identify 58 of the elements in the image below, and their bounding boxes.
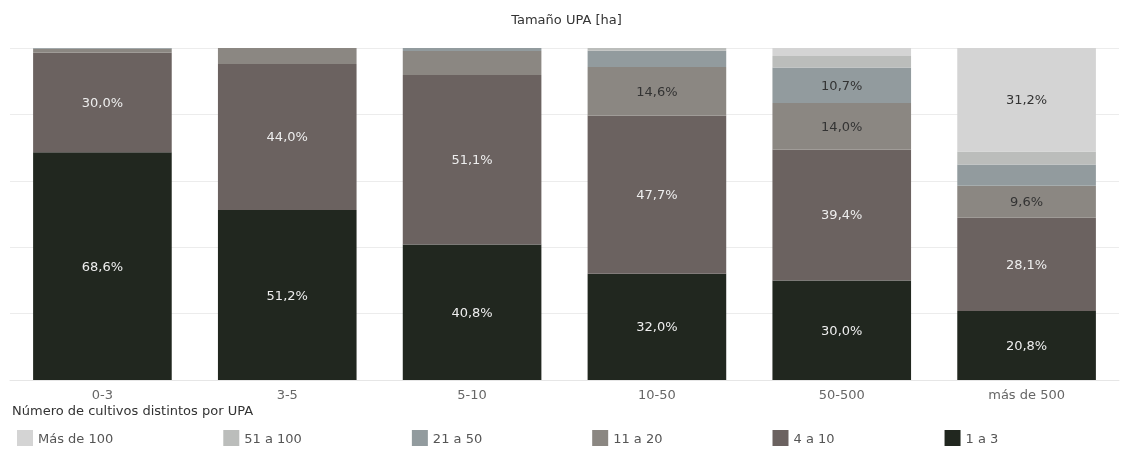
bar — [772, 280, 912, 380]
bar — [957, 151, 1096, 165]
bar — [957, 217, 1096, 311]
x-tick-label: más de 500 — [988, 387, 1065, 402]
legend-label: 4 a 10 — [793, 430, 835, 446]
data-label: 40,8% — [451, 304, 493, 320]
data-label: 14,6% — [636, 83, 678, 99]
data-label: 51,1% — [451, 152, 493, 168]
data-label: 51,2% — [266, 287, 308, 303]
data-label: 68,6% — [81, 258, 124, 274]
bar — [957, 48, 1096, 152]
bar — [772, 149, 912, 281]
chart-title: Tamaño UPA [ha] — [510, 12, 622, 27]
data-label: 30,0% — [821, 322, 863, 338]
bar — [587, 48, 727, 51]
bar — [587, 66, 727, 116]
legend-label: 21 a 50 — [432, 430, 483, 446]
bar — [957, 185, 1096, 218]
bar — [957, 310, 1096, 380]
data-label: 20,8% — [1005, 337, 1048, 353]
legend-title: Número de cultivos distintos por UPA — [12, 403, 254, 418]
legend-label: 51 a 100 — [244, 430, 302, 446]
data-label: 44,0% — [266, 129, 308, 145]
bar — [587, 50, 727, 67]
x-tick-label: 50-500 — [818, 387, 865, 402]
legend-label: Más de 100 — [38, 430, 114, 446]
bar — [402, 48, 542, 51]
bar — [33, 52, 172, 153]
bar — [772, 55, 912, 68]
legend-label: 1 a 3 — [965, 430, 999, 446]
bar — [772, 103, 912, 150]
bar — [217, 48, 357, 64]
bar — [33, 48, 172, 53]
bar — [33, 152, 172, 380]
x-tick-label: 3-5 — [276, 387, 298, 402]
data-label: 39,4% — [821, 207, 863, 223]
data-label: 28,1% — [1005, 256, 1048, 272]
legend-label: 11 a 20 — [613, 430, 663, 446]
bar — [402, 244, 542, 380]
bar — [587, 273, 727, 380]
data-label: 32,0% — [636, 319, 678, 335]
data-label: 10,7% — [821, 77, 863, 93]
bar — [957, 164, 1096, 186]
data-label: 31,2% — [1005, 92, 1048, 108]
x-tick-label: 10-50 — [638, 387, 676, 402]
x-tick-label: 5-10 — [457, 387, 487, 402]
bar — [217, 210, 357, 380]
bar — [402, 74, 542, 245]
data-label: 14,0% — [821, 118, 863, 134]
bar — [772, 48, 912, 56]
bar — [217, 63, 357, 211]
bar — [587, 115, 727, 274]
bar — [402, 50, 542, 75]
data-label: 30,0% — [81, 94, 124, 110]
bar — [772, 67, 912, 104]
data-label: 47,7% — [636, 187, 678, 203]
data-label: 9,6% — [1010, 194, 1044, 210]
x-tick-label: 0-3 — [91, 387, 114, 402]
